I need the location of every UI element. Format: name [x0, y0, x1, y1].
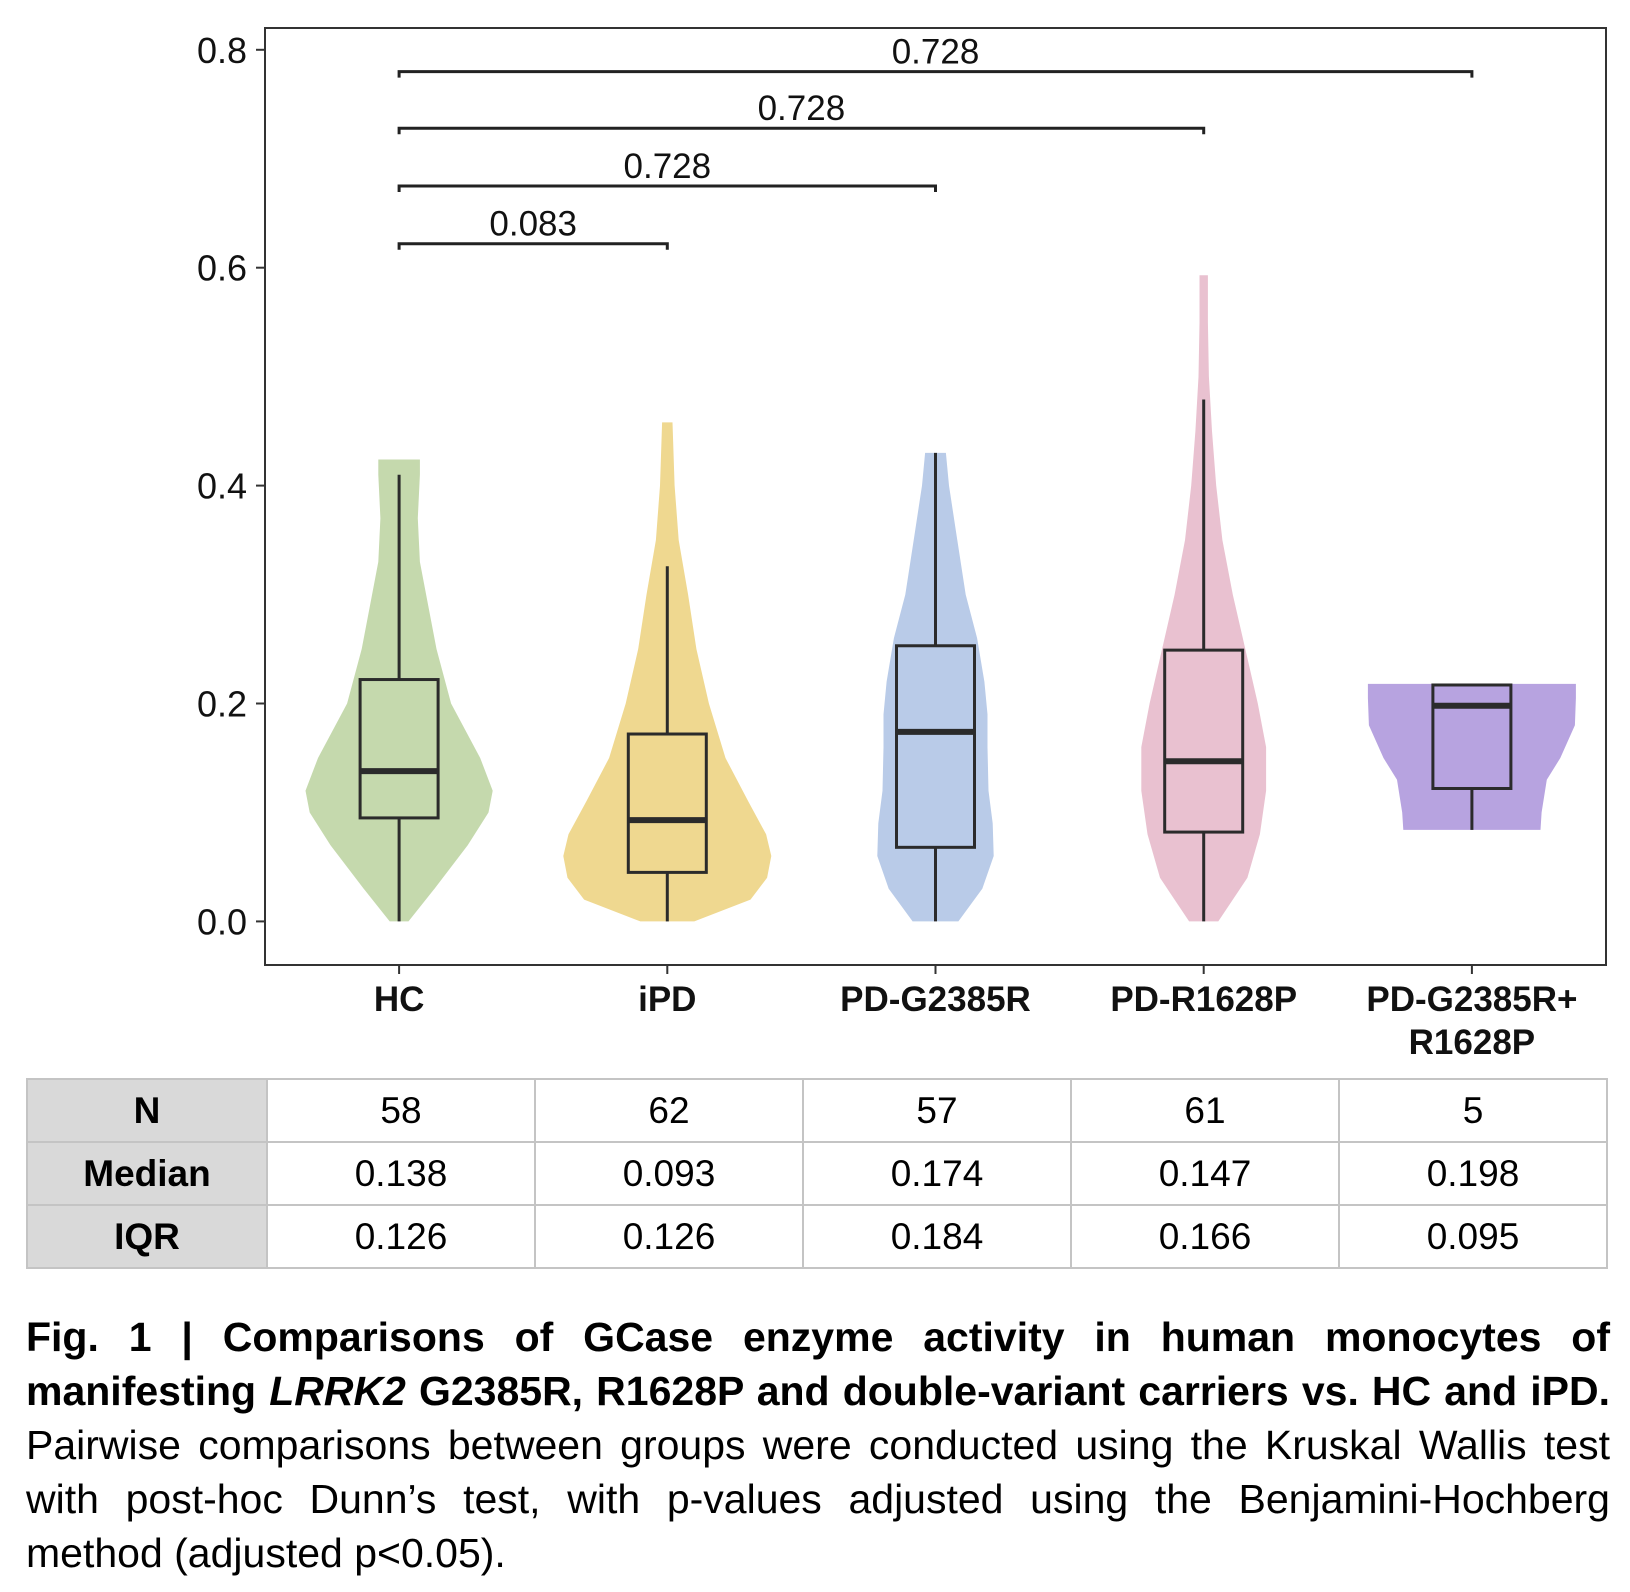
table-cell: 62 — [534, 1078, 804, 1143]
x-tick-label-2: PD-G2385R — [840, 980, 1031, 1019]
x-tick-label-line: PD-G2385R+ — [1366, 980, 1577, 1019]
table-cell: 0.198 — [1338, 1141, 1608, 1206]
violin-2 — [877, 452, 994, 922]
iqr-box-2 — [895, 644, 976, 849]
comparison-bracket-0 — [397, 70, 1474, 78]
caption-bold-2: G2385R, R1628P and double-variant carrie… — [405, 1368, 1610, 1414]
table-row: IQR 0.126 0.126 0.184 0.166 0.095 — [26, 1204, 1608, 1269]
table-row-label: N — [26, 1078, 268, 1143]
caption-body: Pairwise comparisons between groups were… — [26, 1422, 1610, 1576]
table-cell: 0.147 — [1070, 1141, 1340, 1206]
table-cell: 0.095 — [1338, 1204, 1608, 1269]
violin-chart: 0.728 0.728 0.728 0.083 0.0 0.2 0.4 0.6 0.8 HC iP… — [197, 27, 1607, 1062]
comparison-bracket-3 — [397, 242, 669, 250]
table-cell: 0.126 — [266, 1204, 536, 1269]
x-tick-label-4: PD-G2385R+ R1628P — [1366, 980, 1577, 1062]
y-tick-label-4: 0.8 — [197, 30, 247, 71]
table-row: Median 0.138 0.093 0.174 0.147 0.198 — [26, 1141, 1608, 1206]
summary-table: N 58 62 57 61 5 Median 0.138 0.093 0.174 0.147 0.19… — [26, 1078, 1608, 1269]
comparison-p-value-0: 0.728 — [892, 33, 980, 72]
table-row-label: IQR — [26, 1204, 268, 1269]
comparison-p-value-1: 0.728 — [758, 89, 846, 128]
violin-4 — [1367, 683, 1576, 830]
iqr-box-0 — [358, 678, 440, 820]
table-cell: 58 — [266, 1078, 536, 1143]
iqr-box-3 — [1163, 648, 1245, 834]
y-tick-label-3: 0.6 — [197, 248, 247, 289]
caption-italic-gene: LRRK2 — [269, 1368, 406, 1414]
table-cell: 5 — [1338, 1078, 1608, 1143]
table-row-label: Median — [26, 1141, 268, 1206]
box-layer — [358, 399, 1513, 922]
x-tick-label-3: PD-R1628P — [1110, 980, 1297, 1019]
y-tick-label-1: 0.2 — [197, 684, 247, 725]
table-cell: 0.093 — [534, 1141, 804, 1206]
comparison-p-value-3: 0.083 — [489, 205, 577, 244]
x-tick-label-line: HC — [374, 980, 425, 1019]
table-cell: 57 — [802, 1078, 1072, 1143]
table-cell: 0.184 — [802, 1204, 1072, 1269]
figure-caption: Fig. 1 | Comparisons of GCase enzyme act… — [26, 1310, 1610, 1580]
comparison-bracket-1 — [397, 126, 1206, 135]
iqr-box-4 — [1431, 683, 1513, 790]
x-tick-label-line: iPD — [638, 980, 696, 1019]
table-cell: 0.174 — [802, 1141, 1072, 1206]
x-tick-label-line: PD-G2385R — [840, 980, 1031, 1019]
x-tick-label-line: PD-R1628P — [1110, 980, 1297, 1019]
y-tick-label-0: 0.0 — [197, 901, 247, 942]
comparison-p-value-2: 0.728 — [624, 147, 712, 186]
x-tick-label-1: iPD — [638, 980, 696, 1019]
table-row: N 58 62 57 61 5 — [26, 1078, 1608, 1143]
comparison-bracket-2 — [397, 184, 937, 192]
violin-layer — [305, 275, 1576, 922]
x-tick-label-line: R1628P — [1409, 1023, 1535, 1062]
iqr-box-1 — [626, 732, 708, 874]
table-cell: 0.166 — [1070, 1204, 1340, 1269]
x-tick-label-0: HC — [374, 980, 425, 1019]
table-cell: 61 — [1070, 1078, 1340, 1143]
axes-layer: 0.0 0.2 0.4 0.6 0.8 HC iPD PD-G2385R PD-R1628P PD… — [197, 27, 1607, 1062]
violin-0 — [305, 459, 493, 922]
comparison-layer: 0.728 0.728 0.728 0.083 — [397, 33, 1474, 250]
table-cell: 0.138 — [266, 1141, 536, 1206]
table-cell: 0.126 — [534, 1204, 804, 1269]
caption-bold-1: Fig. 1 | Comparisons of GCase enzyme act… — [26, 1314, 1610, 1414]
y-tick-label-2: 0.4 — [197, 466, 247, 507]
